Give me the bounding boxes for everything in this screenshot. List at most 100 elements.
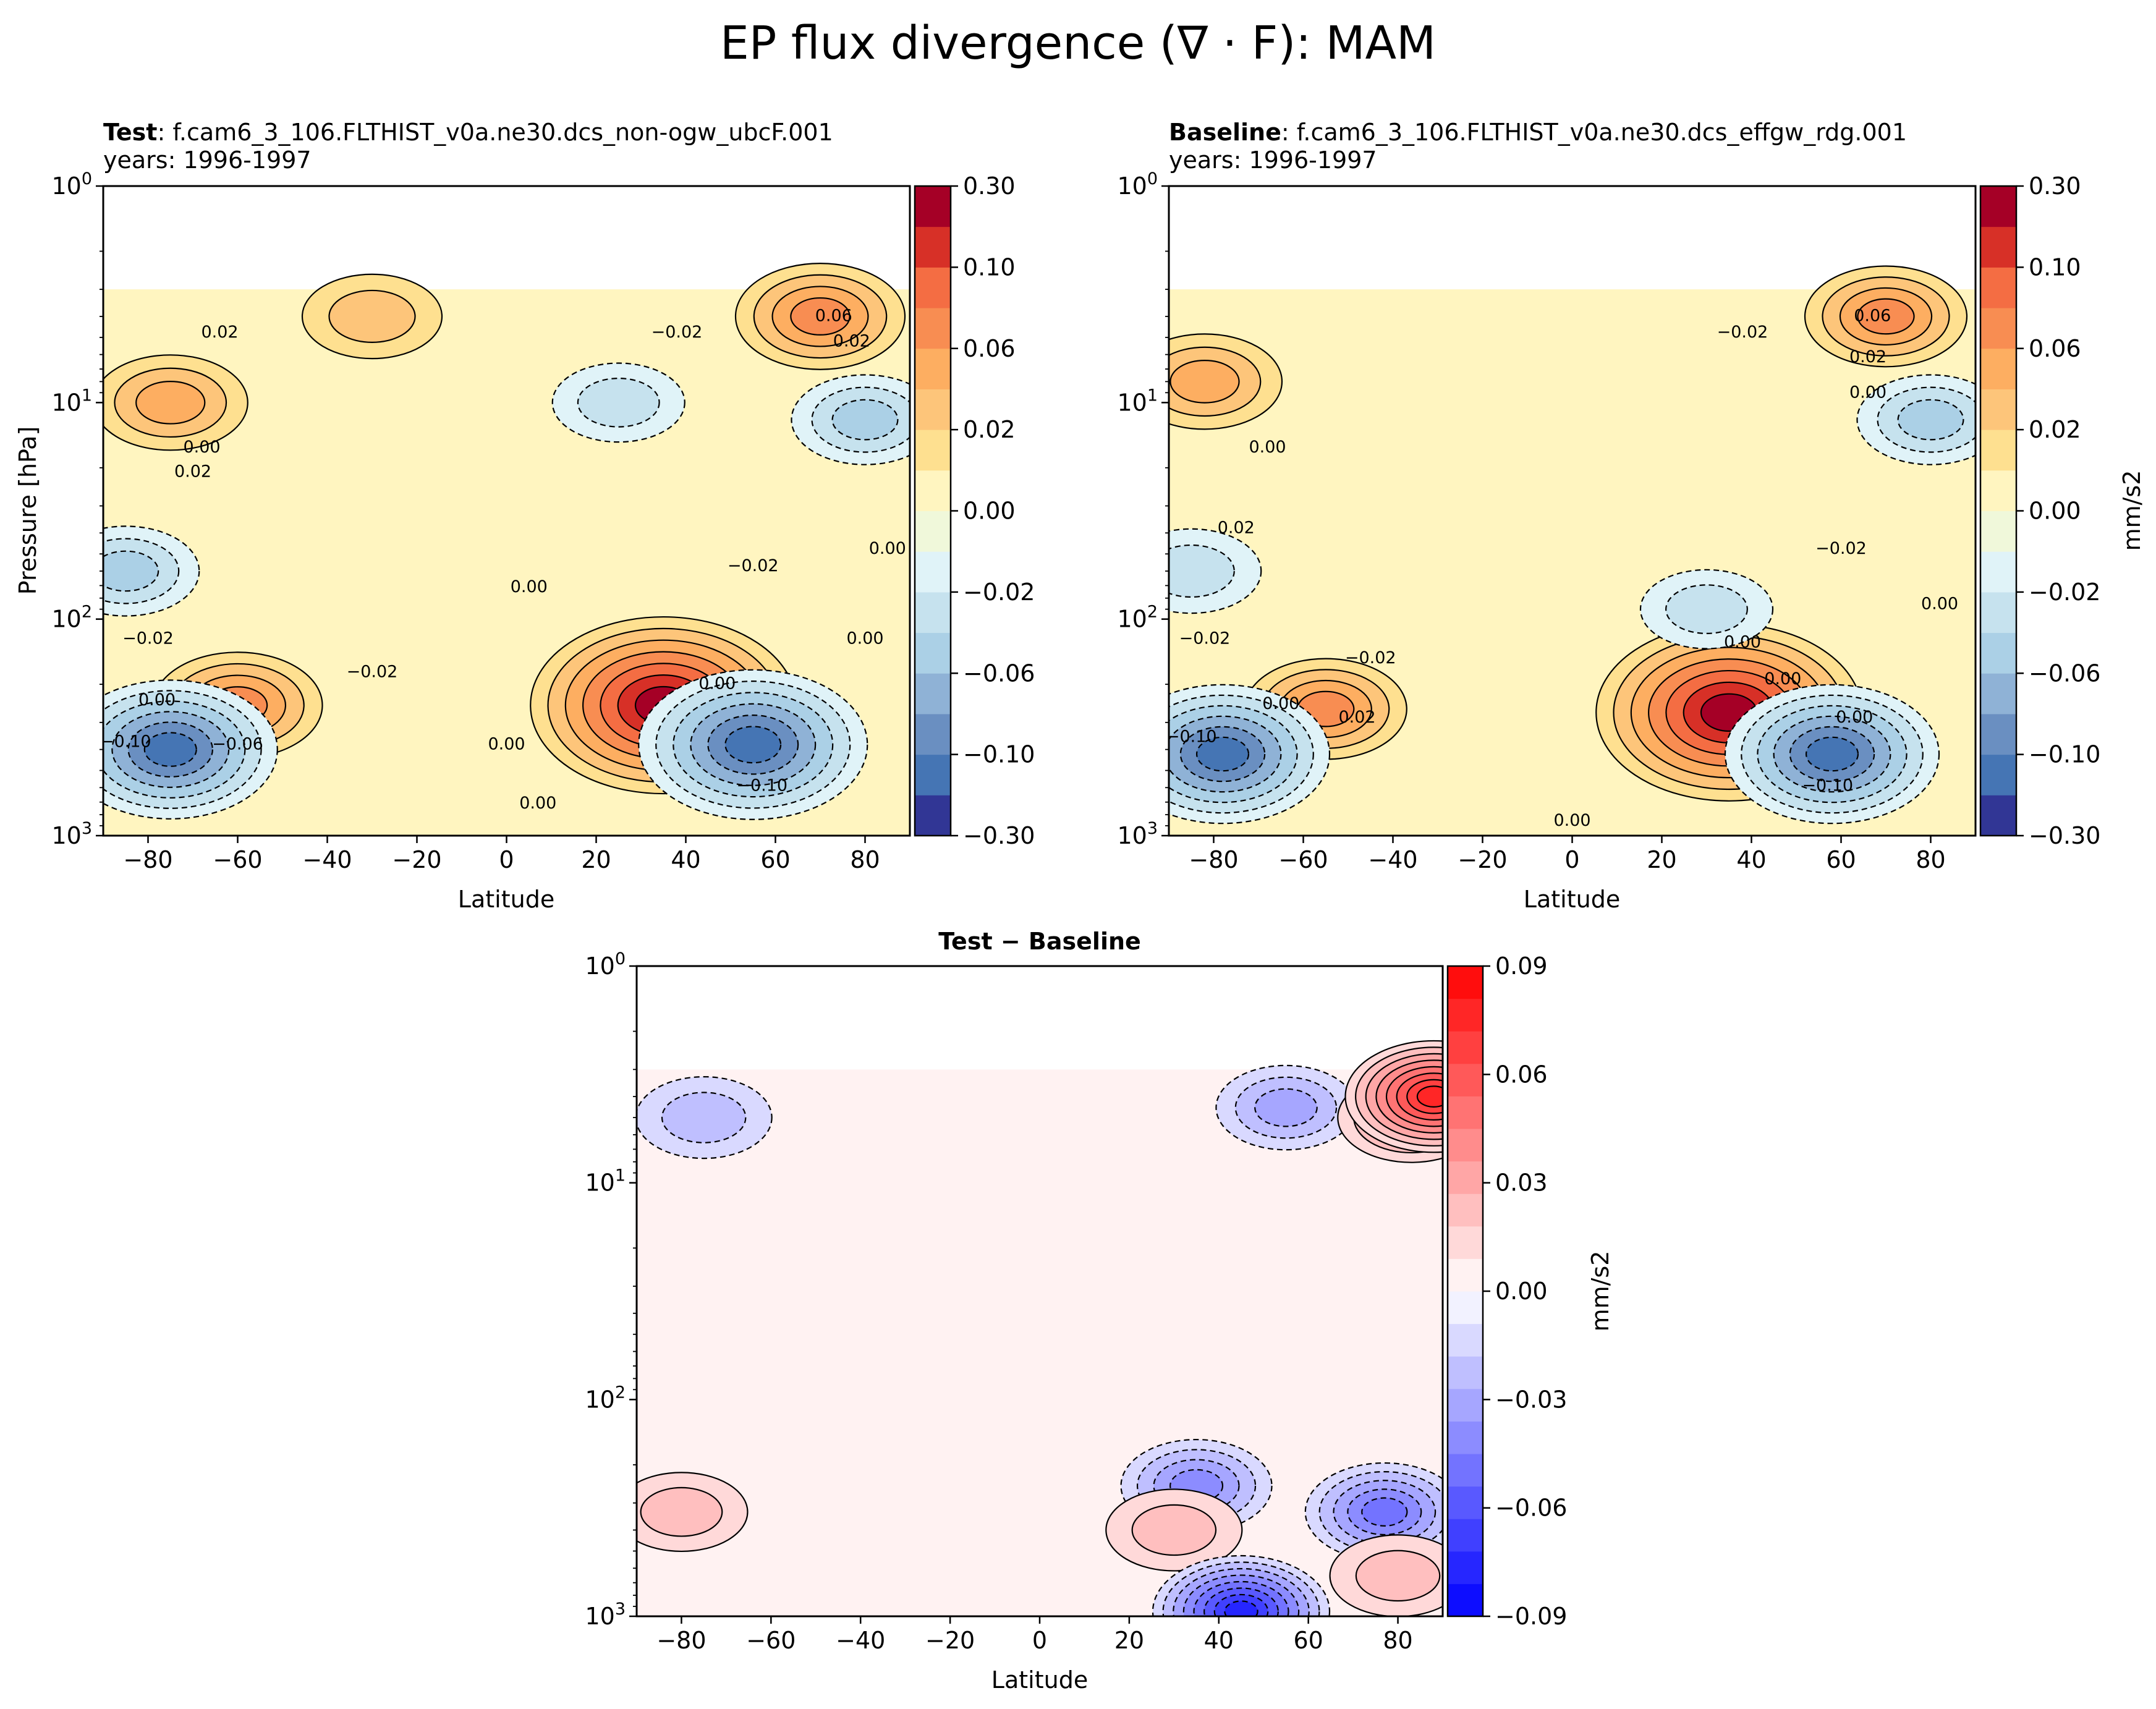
panel-baseline-y-tick-label: 101 [1117,386,1158,416]
svg-text:Test: f.cam6_3_106.FLTHIST_v0a: Test: f.cam6_3_106.FLTHIST_v0a.ne30.dcs_… [103,119,833,146]
panel-baseline-x-tick-label: −20 [1458,846,1507,873]
panel-difference-feature-band [1416,1085,1443,1108]
panel-baseline-feature [1639,569,1774,650]
panel-test-colorbar-band [915,551,951,593]
panel-difference-x-tick-label: −20 [925,1627,975,1654]
panel-difference-feature [1105,1488,1243,1572]
panel-baseline-colorbar-band [1980,186,2016,227]
panel-baseline-colorbar-band [1980,470,2016,511]
panel-baseline-colorbar-label: mm/s2 [2118,470,2145,551]
panel-test-colorbar-band [915,389,951,430]
panel-difference-plot-area [635,965,1444,1618]
panel-baseline-feature [1169,684,1331,825]
panel-baseline-x-axis: −80 −60 −40 −20 0 20 40 60 80 [1189,836,1946,873]
panel-test-contour-label: 0.00 [511,577,548,596]
panel-difference-feature-band [1254,1088,1318,1127]
panel-baseline-x-tick-label: −80 [1189,846,1238,873]
panel-baseline-contour-label: −0.10 [1166,727,1217,747]
panel-baseline-contour-label: −0.02 [1345,648,1396,668]
panel-difference-y-tick-label: 102 [585,1383,626,1413]
panel-baseline-contour-label: 0.00 [1553,811,1590,830]
panel-difference-colorbar-band [1448,1096,1483,1129]
panel-test-ylabel: Pressure [hPa] [14,426,41,595]
panel-test-y-tick-label: 100 [51,169,92,200]
panel-difference-x-axis: −80 −60 −40 −20 0 20 40 60 80 [656,1616,1413,1654]
panel-test-x-tick-label: 0 [499,846,514,873]
panel-baseline-plot-area: −0.020.060.020.000.000.02−0.02−0.02−0.02… [1166,185,1977,837]
panel-test-feature-band [143,732,197,767]
panel-difference-colorbar-tick-label: 0.09 [1495,952,1548,980]
panel-baseline-colorbar-tick-label: 0.02 [2029,416,2081,443]
panel-baseline-contour-label: 0.00 [1836,708,1873,727]
panel-test-contour-label: 0.06 [815,306,852,325]
panel-difference-colorbar-band [1448,998,1483,1032]
panel-test-feature [734,263,906,370]
panel-test-feature [103,354,248,451]
panel-test-colorbar-band [915,470,951,511]
panel-baseline-contour-label: 0.00 [1724,632,1761,651]
panel-baseline-colorbar-tick-label: −0.06 [2029,659,2100,687]
panel-test-xlabel: Latitude [458,886,554,913]
panel-test-colorbar-tick-label: −0.06 [963,659,1035,687]
panel-difference-colorbar-band [1448,1421,1483,1454]
panel-test-x-tick-label: −40 [302,846,352,873]
panel-test-feature-band [790,297,851,336]
panel-baseline-contour-label: −0.02 [1815,539,1867,558]
panel-test-contour-label: 0.00 [488,735,525,754]
panel-test-y-axis: 100 101 102 103 [51,169,103,849]
panel-difference-y-axis: 100 101 102 103 [585,949,637,1630]
panel-difference-feature [637,1076,773,1160]
panel-test-feature-band [724,726,782,764]
panel-test-feature-band [577,377,660,428]
panel-test-feature-band [831,399,899,441]
panel-test-colorbar-band [915,267,951,308]
panel-baseline-xlabel: Latitude [1524,886,1620,913]
panel-test-contour-label: −0.02 [347,662,398,681]
panel-baseline-colorbar-band [1980,308,2016,349]
panel-baseline-x-tick-label: 80 [1916,846,1945,873]
panel-test-x-tick-label: −20 [392,846,441,873]
panel-baseline-colorbar-band [1980,713,2016,755]
panel-baseline-colorbar-band [1980,592,2016,634]
panel-difference-colorbar-band [1448,1161,1483,1194]
panel-difference-colorbar-tick-label: 0.06 [1495,1061,1548,1088]
panel-difference-x-tick-label: −80 [656,1627,706,1654]
panel-test-title-bold: Test [103,119,157,146]
panel-test-feature [791,374,910,465]
panel-test-x-axis: −80 −60 −40 −20 0 20 40 60 80 [123,836,880,873]
panel-test-colorbar-band [915,186,951,227]
panel-baseline-contour-label: 0.02 [1849,347,1886,367]
panel-test-colorbar-band [915,430,951,471]
panel-difference-colorbar-band [1448,1519,1483,1552]
panel-difference-title: Test − Baseline [938,928,1141,955]
panel-baseline-contour-label: 0.02 [1338,708,1375,727]
panel-test-feature-band [103,550,159,592]
panel-test-feature [638,669,868,820]
panel-difference: Test − Baseline −80 −60 −40 −20 0 20 40 60 80 10… [585,928,1614,1694]
panel-baseline-x-tick-label: −40 [1368,846,1417,873]
panel-difference-feature-band [1355,1550,1441,1602]
panel-difference-colorbar-tick-label: 0.03 [1495,1169,1548,1197]
panel-baseline-colorbar-tick-label: −0.30 [2029,822,2100,849]
panel-difference-x-tick-label: 20 [1114,1627,1144,1654]
svg-text:Baseline: f.cam6_3_106.FLTHIST: Baseline: f.cam6_3_106.FLTHIST_v0a.ne30.… [1169,119,1907,146]
panel-test-contour-label: −0.02 [728,556,779,575]
figure-title: EP flux divergence (∇ · F): MAM [720,17,1436,70]
panel-baseline-x-tick-label: 40 [1736,846,1766,873]
panel-difference-feature-band [1361,1497,1408,1527]
panel-baseline-contour-label: −0.02 [1179,629,1231,648]
panel-test-contour-label: −0.02 [651,323,703,342]
panel-test-colorbar-band [915,308,951,349]
panel-baseline-colorbar-band [1980,673,2016,715]
panel-test-y-tick-label: 103 [51,819,92,849]
panel-test-colorbar-tick-label: 0.30 [963,172,1016,200]
panel-difference-x-tick-label: 80 [1383,1627,1412,1654]
panel-baseline-feature-band [1169,360,1240,404]
panel-difference-colorbar-tick-label: −0.03 [1495,1386,1567,1413]
panel-difference-feature [1344,1040,1443,1153]
panel-baseline-x-tick-label: 0 [1564,846,1579,873]
panel-baseline-colorbar-tick-label: 0.00 [2029,498,2081,525]
panel-test-colorbar-band [915,632,951,674]
panel-test-contour-label: 0.02 [174,462,211,481]
